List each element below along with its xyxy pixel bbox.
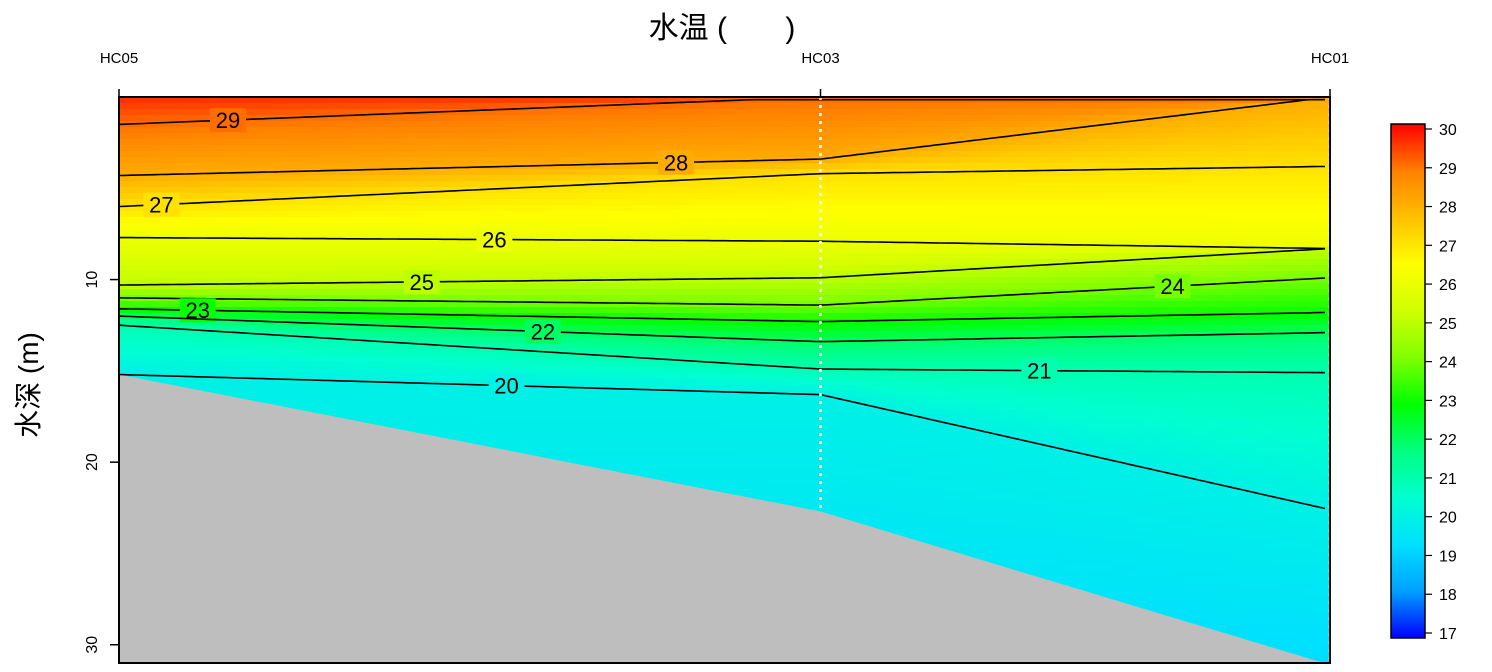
contour-label-28: 28: [664, 150, 688, 175]
colorbar-tick-label: 18: [1439, 587, 1457, 604]
station-axis: HC05 HC03 HC01: [100, 50, 1349, 97]
plot-area: [119, 97, 1330, 663]
contour-27: [119, 165, 1325, 208]
contour-22: [119, 315, 1326, 343]
contour-label-27: 27: [149, 193, 173, 218]
depth-tick-label: 20: [84, 453, 101, 471]
depth-axis: 10 20 30: [84, 271, 119, 654]
colorbar-tick-label: 29: [1439, 161, 1457, 178]
contour-label-22: 22: [531, 320, 555, 345]
plot-frame: [118, 96, 1331, 664]
contour-25: [119, 248, 1326, 286]
chart-title: 水温 ( ): [649, 12, 796, 45]
colorbar-tick-label: 25: [1439, 316, 1457, 333]
colorbar-tick-label: 24: [1439, 355, 1457, 372]
colorbar-tick-label: 20: [1439, 510, 1457, 527]
contour-label-20: 20: [494, 374, 518, 399]
y-axis-label: 水深 (m): [13, 332, 44, 438]
contour-24: [119, 277, 1326, 306]
seabed: [119, 374, 1330, 663]
colorbar-tick-label: 23: [1439, 393, 1457, 410]
depth-tick-label: 10: [84, 271, 101, 289]
colorbar-tick-label: 22: [1439, 432, 1457, 449]
colorbar: 17 18 19 20 21 22 23 24 25 26 27 28 29 30: [1390, 122, 1457, 643]
contour-label-21: 21: [1027, 359, 1051, 384]
colorbar-tick-label: 27: [1439, 238, 1457, 255]
colorbar-tick-label: 30: [1439, 122, 1457, 139]
colorbar-tick-label: 21: [1439, 471, 1457, 488]
station-label: HC05: [100, 50, 138, 67]
colorbar-tick-label: 17: [1439, 626, 1457, 643]
contour-26: [119, 236, 1326, 250]
colorbar-scale: [1390, 123, 1426, 639]
station-label: HC03: [801, 50, 839, 67]
contour-label-25: 25: [410, 270, 434, 295]
contour-label-29: 29: [216, 108, 240, 133]
station-label: HC01: [1311, 50, 1349, 67]
depth-tick-label: 30: [84, 636, 101, 654]
contour-20: [119, 373, 1326, 510]
contour-23: [119, 308, 1326, 323]
contour-29: [119, 98, 1325, 126]
colorbar-tick-label: 28: [1439, 200, 1457, 217]
contour-label-26: 26: [482, 228, 506, 253]
contour-label-24: 24: [1160, 274, 1184, 299]
colorbar-tick-label: 26: [1439, 277, 1457, 294]
colorbar-tick-label: 19: [1439, 548, 1457, 565]
contour-28: [119, 98, 1325, 177]
contour-21: [119, 324, 1326, 374]
